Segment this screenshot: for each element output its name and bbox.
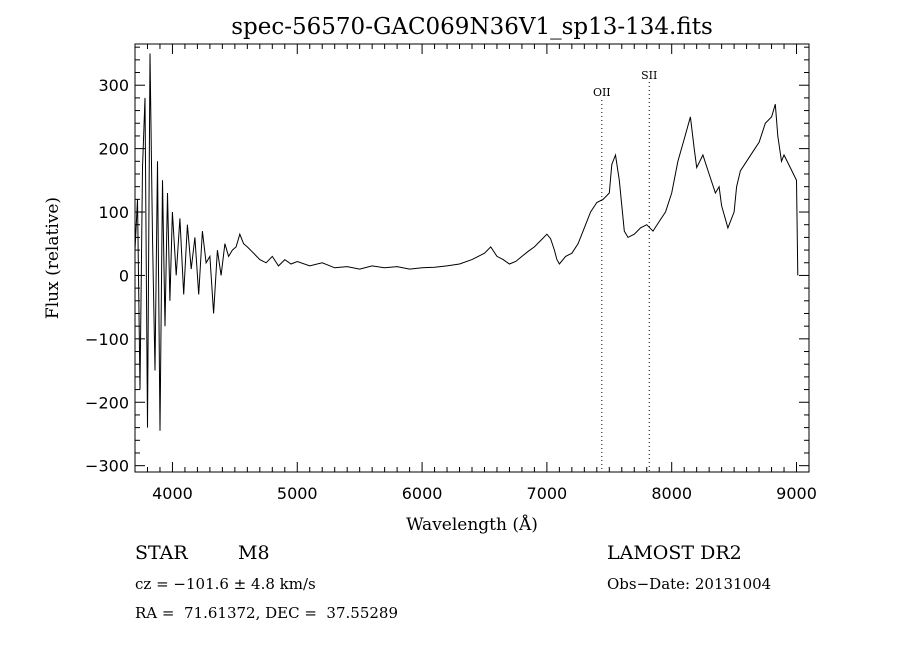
y-tick-label: 300 xyxy=(98,76,129,95)
x-tick-label: 6000 xyxy=(402,484,443,503)
observation-date: Obs−Date: 20131004 xyxy=(607,575,772,593)
y-tick-label: 100 xyxy=(98,203,129,222)
spectral-line-label: OII xyxy=(593,86,611,99)
survey-name: LAMOST DR2 xyxy=(607,542,742,564)
y-tick-label: −100 xyxy=(85,330,129,349)
y-axis-label: Flux (relative) xyxy=(43,197,63,319)
y-tick-label: 200 xyxy=(98,140,129,159)
redshift-cz: cz = −101.6 ± 4.8 km/s xyxy=(135,575,316,593)
plot-frame xyxy=(134,43,810,473)
x-axis-label: Wavelength (Å) xyxy=(406,514,538,535)
x-tick-label: 9000 xyxy=(776,484,817,503)
object-subclass: M8 xyxy=(238,542,270,564)
x-tick-label: 4000 xyxy=(152,484,193,503)
y-tick-label: −200 xyxy=(85,393,129,412)
x-tick-label: 5000 xyxy=(277,484,318,503)
x-tick-label: 8000 xyxy=(651,484,692,503)
chart-title: spec-56570-GAC069N36V1_sp13-134.fits xyxy=(231,14,713,40)
x-tick-label: 7000 xyxy=(527,484,568,503)
y-tick-label: 0 xyxy=(119,266,129,285)
coordinates: RA = 71.61372, DEC = 37.55289 xyxy=(135,604,399,622)
y-tick-label: −300 xyxy=(85,457,129,476)
spectrum-line xyxy=(134,53,799,431)
axis-ticks: 4000 5000 6000 7000 8000 9000 −300 −200 −100 0 100… xyxy=(85,44,817,503)
spectral-line-label: SII xyxy=(641,69,657,82)
spectral-line-markers: OII SII xyxy=(593,69,657,472)
object-class: STAR xyxy=(135,542,188,564)
